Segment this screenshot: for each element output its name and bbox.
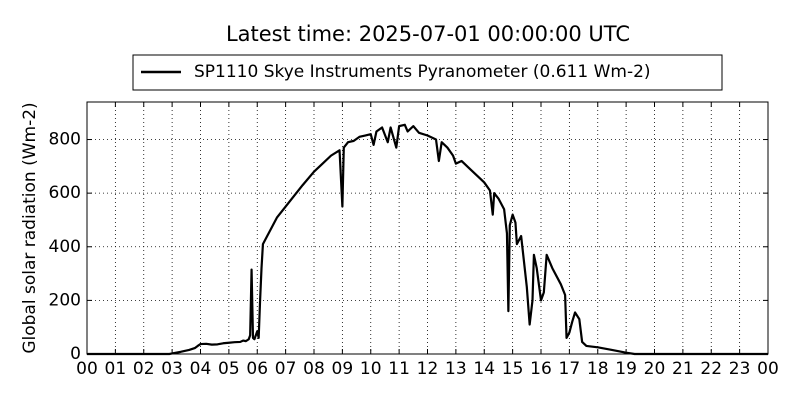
y-tick-label: 0 — [70, 344, 81, 364]
x-tick-label: 14 — [473, 359, 495, 379]
legend-box — [132, 54, 723, 91]
x-tick-label: 15 — [502, 359, 524, 379]
x-tick-label: 01 — [105, 359, 127, 379]
x-tick-label: 18 — [587, 359, 609, 379]
x-tick-label: 07 — [275, 359, 297, 379]
x-tick-label: 05 — [218, 359, 240, 379]
chart-title: Latest time: 2025-07-01 00:00:00 UTC — [226, 22, 630, 46]
plot-frame — [86, 101, 769, 355]
x-tick-label: 09 — [332, 359, 354, 379]
x-tick-label: 08 — [303, 359, 325, 379]
x-tick-label: 10 — [360, 359, 382, 379]
x-tick-label: 17 — [559, 359, 581, 379]
x-tick-label: 21 — [672, 359, 694, 379]
x-tick-label: 12 — [417, 359, 439, 379]
x-tick-label: 02 — [133, 359, 155, 379]
y-tick-label: 600 — [49, 183, 81, 203]
x-tick-label: 03 — [161, 359, 183, 379]
y-axis-label: Global solar radiation (Wm-2) — [20, 102, 40, 353]
y-tick-label: 200 — [49, 290, 81, 310]
y-tick-label: 400 — [49, 237, 81, 257]
x-tick-label: 00 — [76, 359, 98, 379]
legend-label: SP1110 Skye Instruments Pyranometer (0.6… — [194, 62, 651, 82]
x-tick-label: 13 — [445, 359, 467, 379]
x-tick-label: 22 — [700, 359, 722, 379]
data-line — [87, 123, 768, 356]
y-tick-label: 800 — [49, 130, 81, 150]
x-tick-label: 23 — [729, 359, 751, 379]
x-tick-label: 11 — [388, 359, 410, 379]
x-tick-label: 00 — [757, 359, 779, 379]
x-tick-label: 06 — [246, 359, 268, 379]
x-tick-label: 04 — [190, 359, 212, 379]
x-tick-label: 16 — [530, 359, 552, 379]
x-tick-label: 19 — [615, 359, 637, 379]
x-tick-label: 20 — [644, 359, 666, 379]
